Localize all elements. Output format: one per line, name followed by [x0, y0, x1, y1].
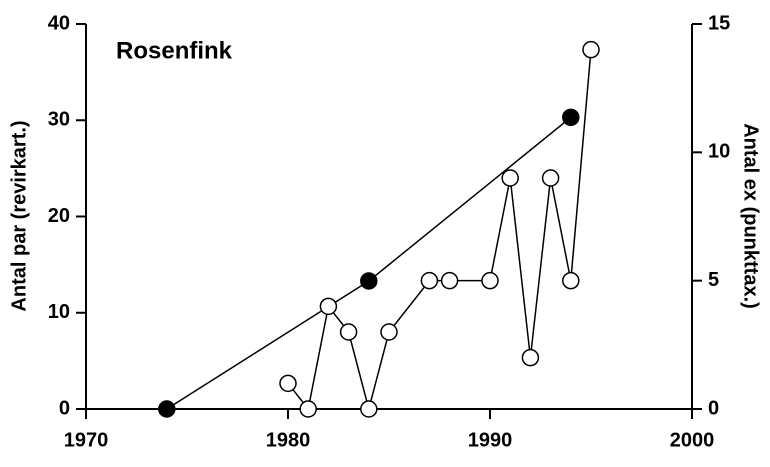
data-point — [360, 272, 378, 290]
x-tick-label: 1980 — [266, 429, 311, 451]
data-point — [299, 400, 317, 418]
data-point — [420, 271, 439, 290]
x-tick-label: 2000 — [670, 429, 715, 451]
data-point — [582, 40, 600, 59]
data-point — [562, 271, 580, 290]
data-point — [481, 271, 499, 290]
data-point — [440, 271, 459, 290]
data-point — [501, 169, 519, 187]
data-point — [521, 348, 540, 367]
y-tick-label: 40 — [48, 12, 70, 34]
y2-tick-label: 0 — [708, 397, 719, 419]
data-point — [339, 323, 358, 341]
data-point — [319, 297, 338, 316]
y2-axis-label: Antal ex (punkttax.) — [740, 123, 762, 309]
y-tick-label: 20 — [48, 205, 70, 227]
data-point — [380, 323, 398, 341]
data-point — [279, 374, 297, 393]
y-tick-label: 10 — [48, 301, 70, 323]
data-point — [158, 400, 176, 418]
x-tick-label: 1990 — [468, 429, 513, 451]
x-tick-label: 1970 — [64, 429, 109, 451]
series-line — [287, 49, 592, 412]
y2-tick-label: 15 — [708, 12, 730, 34]
data-point — [562, 108, 580, 127]
y2-tick-label: 5 — [708, 269, 719, 291]
y-axis-label: Antal par (revirkart.) — [8, 120, 30, 311]
y2-tick-label: 10 — [708, 141, 730, 163]
data-point — [360, 400, 378, 418]
series-line — [166, 116, 572, 410]
y-tick-label: 30 — [48, 109, 70, 131]
data-point — [541, 169, 560, 187]
y-tick-label: 0 — [59, 397, 70, 419]
chart-title: Rosenfink — [116, 37, 233, 64]
